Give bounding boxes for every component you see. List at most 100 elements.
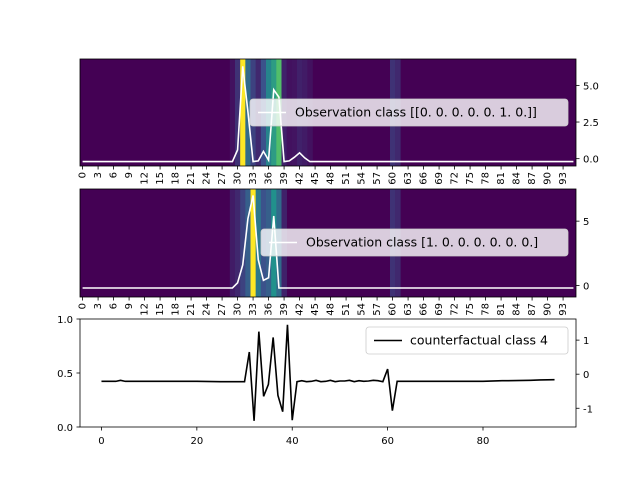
x-tick-label: 66 [419, 172, 430, 185]
panel-2-heatmap: 0 3 6 9 12 15 18 21 24 27 30 33 36 39 42 45 48 51 54 57 60 63… [78, 188, 589, 316]
heatmap-cell [250, 189, 256, 297]
x-tick-label: 78 [481, 172, 492, 185]
x-tick-label: 51 [341, 172, 352, 185]
x-tick-label: 63 [403, 303, 414, 316]
x-tick-label: 80 [477, 436, 490, 447]
y-tick-label: 1.0 [57, 315, 73, 326]
legend-box [365, 326, 569, 355]
x-tick-label: 0 [78, 303, 89, 309]
heatmap-cell [255, 189, 262, 297]
x-tick-label: 75 [465, 303, 476, 316]
x-tick-label: 87 [527, 172, 538, 185]
x-tick-label: 33 [248, 172, 259, 185]
x-tick-label: 6 [109, 303, 120, 309]
axes-frame [79, 58, 577, 167]
x-tick-label: 57 [372, 172, 383, 185]
x-tick-label: 27 [217, 172, 228, 185]
x-tick-label: 51 [341, 303, 352, 316]
x-tick-label: 0 [98, 436, 104, 447]
legend-box [260, 228, 569, 257]
x-tick-label: 30 [233, 172, 244, 185]
y-tick-label: 5.0 [583, 81, 599, 92]
x-tick-label: 3 [93, 303, 104, 309]
x-tick-label: 36 [264, 172, 275, 185]
x-tick-label: 30 [233, 303, 244, 316]
series-line [82, 66, 574, 163]
panel-3-line: 0 20 40 60 80 0.0 0.5 1.0 -1 0 1 counterfactual cla… [57, 315, 593, 447]
y-tick-label: 5 [583, 217, 589, 228]
x-tick-label: 81 [496, 303, 507, 316]
heatmap-cell [240, 189, 246, 297]
x-tick-label: 36 [264, 303, 275, 316]
y-tick-label: 0.0 [583, 155, 599, 166]
x-tick-label: 57 [372, 303, 383, 316]
x-tick-label: 12 [140, 303, 151, 316]
y-tick-label: 0.0 [57, 423, 73, 434]
x-tick-label: 72 [450, 303, 461, 316]
x-tick-label: 60 [388, 172, 399, 185]
x-tick-label: 93 [558, 303, 569, 316]
x-tick-label: 54 [357, 303, 368, 316]
y-tick-label: 0 [583, 281, 589, 292]
x-tick-label: 15 [155, 172, 166, 185]
x-tick-label: 84 [512, 172, 523, 185]
legend-label: counterfactual class 4 [410, 333, 548, 348]
x-tick-label: 39 [279, 172, 290, 185]
x-tick-label: 33 [248, 303, 259, 316]
x-tick-label: 40 [286, 436, 299, 447]
heatmap-cell [245, 189, 251, 297]
axes-frame [79, 188, 577, 298]
x-tick-label: 9 [124, 303, 135, 309]
heatmap-cell [235, 59, 241, 166]
x-tick-label: 20 [190, 436, 203, 447]
legend-label: Observation class [[0. 0. 0. 0. 0. 1. 0.… [295, 105, 537, 120]
y-tick-label: 0 [583, 370, 589, 381]
x-tick-label: 93 [558, 172, 569, 185]
heatmap-cell [235, 189, 241, 297]
x-tick-label: 84 [512, 303, 523, 316]
x-tick-label: 24 [202, 172, 213, 185]
x-tick-label: 42 [295, 172, 306, 185]
y-tick-label: 1 [583, 336, 589, 347]
x-tick-label: 21 [186, 303, 197, 316]
x-tick-label: 18 [171, 172, 182, 185]
heatmap-cell [240, 59, 246, 166]
heatmap-cell [229, 189, 236, 297]
x-tick-label: 72 [450, 172, 461, 185]
panel-1-heatmap: 0 3 6 9 12 15 18 21 24 27 30 33 36 39 42 45 48 51 54 57 60 63… [78, 58, 599, 185]
x-tick-label: 48 [326, 303, 337, 316]
x-tick-label: 66 [419, 303, 430, 316]
heatmap-cell [229, 59, 236, 166]
x-tick-label: 9 [124, 172, 135, 178]
x-tick-label: 69 [434, 172, 445, 185]
y-tick-label: 2.5 [583, 118, 599, 129]
x-tick-label: 60 [381, 436, 394, 447]
x-tick-label: 60 [388, 303, 399, 316]
x-tick-label: 12 [140, 172, 151, 185]
x-tick-label: 21 [186, 172, 197, 185]
x-tick-label: 87 [527, 303, 538, 316]
legend-label: Observation class [1. 0. 0. 0. 0. 0. 0.] [306, 235, 538, 250]
x-tick-label: 78 [481, 303, 492, 316]
x-tick-label: 90 [543, 303, 554, 316]
series-line [82, 195, 574, 289]
x-tick-label: 69 [434, 303, 445, 316]
x-tick-label: 54 [357, 172, 368, 185]
x-tick-label: 75 [465, 172, 476, 185]
x-tick-label: 63 [403, 172, 414, 185]
x-tick-label: 48 [326, 172, 337, 185]
legend-box [249, 98, 569, 127]
x-tick-label: 15 [155, 303, 166, 316]
x-tick-label: 45 [310, 303, 321, 316]
x-tick-label: 81 [496, 172, 507, 185]
x-tick-label: 24 [202, 303, 213, 316]
x-tick-label: 6 [109, 172, 120, 178]
x-tick-label: 18 [171, 303, 182, 316]
x-tick-label: 27 [217, 303, 228, 316]
x-tick-label: 90 [543, 172, 554, 185]
x-tick-label: 0 [78, 172, 89, 178]
x-tick-label: 3 [93, 172, 104, 178]
series-line [101, 324, 555, 421]
y-tick-label: 0.5 [57, 369, 73, 380]
